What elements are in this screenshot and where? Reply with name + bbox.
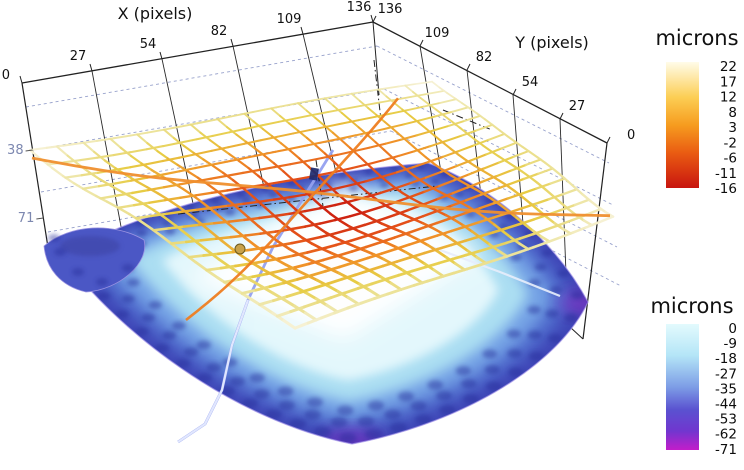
colorbar-warm-gradient	[666, 62, 699, 188]
svg-text:12: 12	[720, 90, 737, 106]
svg-text:38: 38	[7, 143, 24, 158]
svg-text:54: 54	[140, 37, 157, 52]
colorbar-warm-title: microns	[655, 26, 739, 50]
svg-text:0: 0	[728, 321, 737, 337]
solid-surface-left-hump	[43, 227, 146, 293]
svg-text:-11: -11	[715, 166, 737, 182]
y-axis-label: Y (pixels)	[515, 33, 589, 52]
colorbar-cool: 0-9-18-27-35-44-53-62-71	[666, 321, 737, 458]
svg-text:82: 82	[211, 24, 228, 39]
tan-defect-marker	[234, 243, 246, 255]
svg-text:0: 0	[2, 68, 10, 83]
svg-text:71: 71	[18, 211, 35, 226]
svg-text:-16: -16	[715, 181, 737, 197]
svg-text:-18: -18	[715, 351, 737, 367]
svg-text:-9: -9	[724, 336, 737, 352]
svg-text:27: 27	[70, 49, 87, 64]
svg-text:-62: -62	[715, 427, 737, 443]
svg-text:-44: -44	[715, 397, 737, 413]
svg-text:0: 0	[627, 128, 635, 143]
mesh-profile-lines	[31, 97, 611, 322]
colorbar-cool-gradient	[666, 324, 699, 450]
mesh-cross-profile	[31, 156, 611, 218]
mesh-diagonal-profile	[185, 97, 400, 322]
axis-ticks-labels: 0 27 54 82 109 136 136 109 82 54 27 0 38 71	[2, 0, 636, 226]
x-axis-label: X (pixels)	[117, 4, 193, 23]
svg-text:27: 27	[569, 99, 586, 114]
svg-text:109: 109	[425, 26, 450, 41]
svg-text:136: 136	[378, 2, 403, 17]
surface-right-profile	[431, 245, 561, 298]
svg-text:-6: -6	[724, 151, 737, 167]
svg-text:22: 22	[720, 59, 737, 75]
svg-text:82: 82	[476, 50, 493, 65]
svg-text:3: 3	[728, 120, 737, 136]
svg-text:136: 136	[347, 0, 372, 15]
dark-defect-marker	[309, 167, 319, 181]
svg-text:-2: -2	[724, 135, 737, 151]
svg-text:-35: -35	[715, 381, 737, 397]
svg-text:54: 54	[522, 75, 539, 90]
svg-text:8: 8	[728, 105, 737, 121]
surface-artifacts	[234, 167, 319, 255]
colorbar-cool-title: microns	[650, 294, 734, 318]
svg-text:-53: -53	[715, 412, 737, 428]
wireframe-mesh	[28, 80, 615, 330]
svg-text:-27: -27	[715, 366, 737, 382]
svg-text:-71: -71	[715, 442, 737, 458]
svg-text:17: 17	[720, 74, 737, 90]
surface-profile-lines	[177, 149, 561, 444]
svg-text:109: 109	[277, 12, 302, 27]
